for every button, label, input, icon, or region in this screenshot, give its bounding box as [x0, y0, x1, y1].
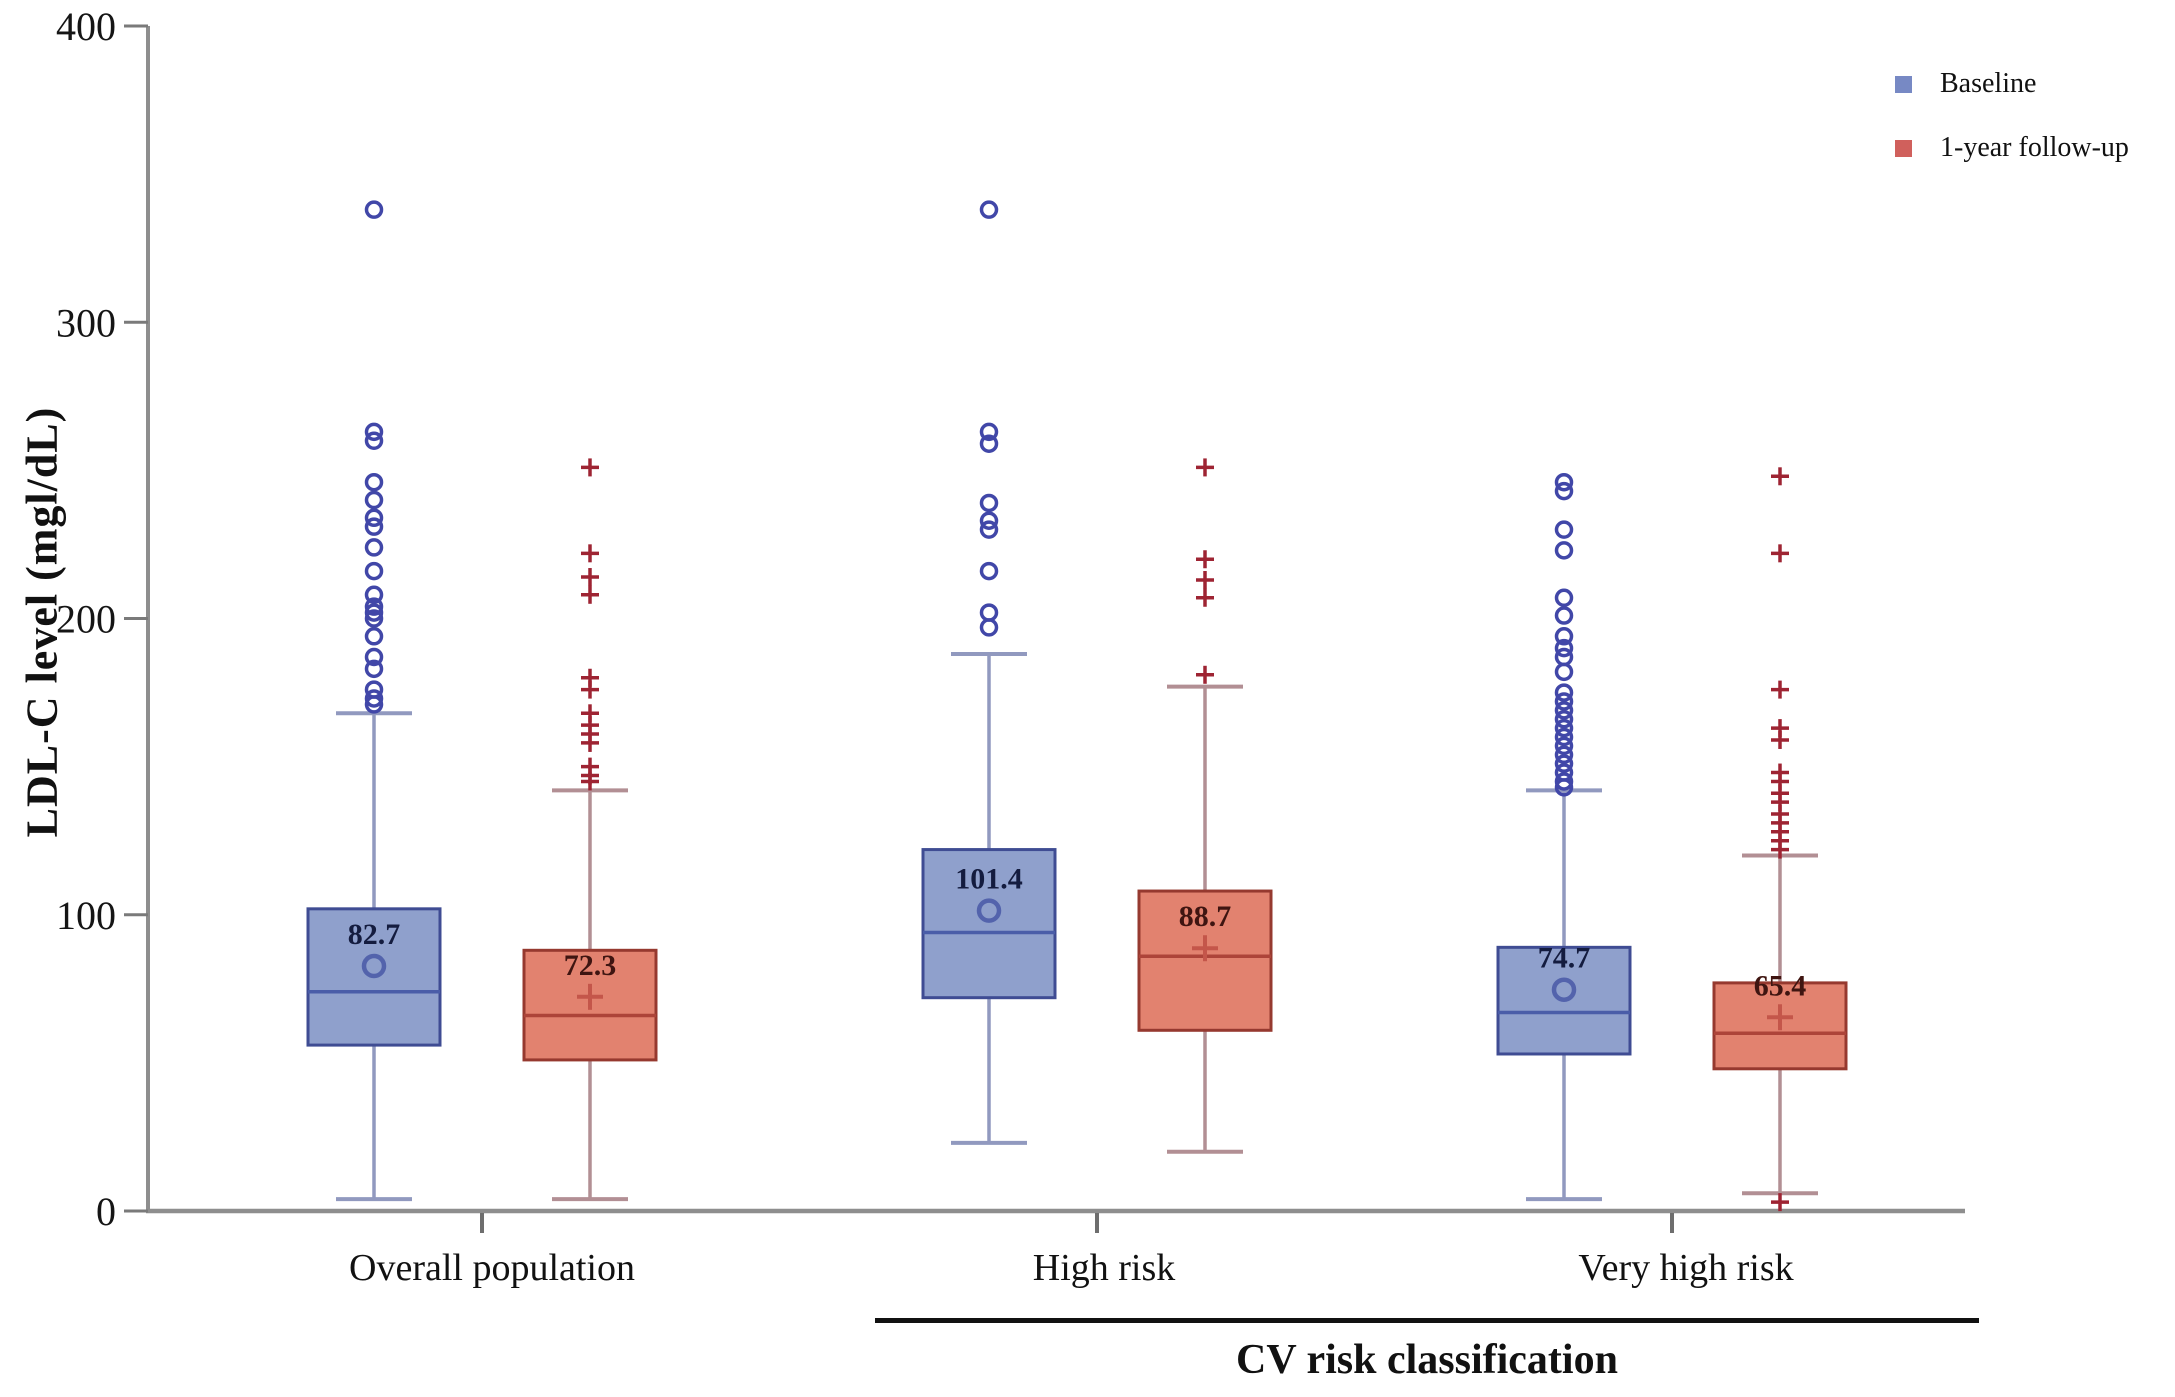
mean-marker-circle-icon — [976, 898, 1002, 923]
outlier-circle-icon — [979, 493, 999, 513]
category-label-high-risk: High risk — [1032, 1247, 1176, 1289]
category-label-overall-population: Overall population — [349, 1247, 635, 1289]
outlier-circle-icon — [979, 434, 999, 453]
outlier-circle-icon — [979, 422, 999, 442]
mean-value-label: 82.7 — [348, 918, 401, 951]
box-1-year-follow-up-very-high-risk: 65.4 — [1712, 467, 1848, 1212]
outlier-circle-icon — [1554, 709, 1574, 729]
y-tick-label-100: 100 — [56, 893, 116, 938]
legend-item-baseline: Baseline — [1895, 68, 2129, 100]
outliers-baseline-very-high-risk — [1554, 472, 1574, 797]
mean-marker-circle-icon — [1551, 977, 1577, 1002]
outlier-circle-icon — [364, 647, 384, 667]
y-tick-label-0: 0 — [96, 1189, 116, 1234]
outlier-circle-icon — [1554, 718, 1574, 738]
outlier-circle-icon — [1554, 481, 1574, 501]
outlier-circle-icon — [1554, 727, 1574, 747]
outlier-circle-icon — [364, 472, 384, 492]
outlier-circle-icon — [364, 627, 384, 646]
y-axis-title: LDL-C level (mgl/dL) — [17, 406, 67, 838]
outlier-circle-icon — [1554, 638, 1574, 658]
category-label-very-high-risk: Very high risk — [1578, 1247, 1794, 1289]
outlier-circle-icon — [1554, 627, 1574, 646]
outliers-1-year-follow-up-very-high-risk — [1771, 467, 1789, 1212]
axes: 0 100 200 300 400 — [56, 4, 1965, 1234]
outlier-circle-icon — [364, 659, 384, 679]
mean-value-label: 65.4 — [1754, 969, 1807, 1002]
y-tick-label-300: 300 — [56, 300, 116, 345]
cv-risk-underline — [875, 1318, 1979, 1323]
box-1-year-follow-up-high-risk: 88.7 — [1137, 458, 1273, 1154]
outlier-circle-icon — [1554, 772, 1574, 791]
outlier-circle-icon — [364, 603, 384, 622]
legend-label-baseline: Baseline — [1940, 68, 2037, 99]
outlier-circle-icon — [364, 422, 384, 442]
outlier-circle-icon — [979, 511, 999, 530]
outlier-circle-icon — [1554, 606, 1574, 625]
outlier-circle-icon — [364, 597, 384, 616]
outlier-circle-icon — [364, 517, 384, 536]
outlier-circle-icon — [364, 200, 384, 219]
outlier-circle-icon — [1554, 472, 1574, 492]
outlier-circle-icon — [364, 490, 384, 510]
legend: Baseline 1-year follow-up — [1895, 68, 2129, 164]
outlier-circle-icon — [979, 200, 999, 219]
outlier-circle-icon — [979, 618, 999, 637]
mean-marker-circle-icon — [361, 953, 387, 979]
outlier-circle-icon — [1554, 588, 1574, 608]
iqr-box — [921, 848, 1057, 1000]
outliers-baseline-high-risk — [979, 200, 999, 637]
box-baseline-overall-population: 82.7 — [306, 200, 442, 1202]
outlier-circle-icon — [364, 695, 384, 714]
y-tick-label-200: 200 — [56, 597, 116, 642]
outlier-circle-icon — [364, 538, 384, 557]
outlier-circle-icon — [364, 508, 384, 528]
mean-value-label: 101.4 — [955, 863, 1023, 896]
outliers-1-year-follow-up-high-risk — [1196, 458, 1214, 684]
outlier-circle-icon — [1554, 692, 1574, 711]
mean-value-label: 72.3 — [564, 949, 617, 982]
outlier-circle-icon — [1554, 662, 1574, 682]
outlier-circle-icon — [364, 561, 384, 581]
outlier-circle-icon — [364, 431, 384, 450]
mean-value-label: 88.7 — [1179, 900, 1232, 933]
outlier-circle-icon — [1554, 778, 1574, 797]
outlier-circle-icon — [1554, 736, 1574, 756]
legend-label-follow-up: 1-year follow-up — [1940, 132, 2129, 163]
outlier-circle-icon — [364, 609, 384, 628]
outliers-baseline-overall-population — [364, 200, 384, 714]
iqr-box — [1496, 945, 1632, 1056]
outlier-circle-icon — [979, 603, 999, 622]
box-1-year-follow-up-overall-population: 72.3 — [522, 458, 658, 1202]
outlier-circle-icon — [1554, 745, 1574, 765]
outlier-circle-icon — [1554, 701, 1574, 720]
box-baseline-very-high-risk: 74.7 — [1496, 472, 1632, 1202]
outlier-circle-icon — [979, 561, 999, 581]
outlier-circle-icon — [1554, 754, 1574, 773]
outlier-circle-icon — [1554, 541, 1574, 560]
box-baseline-high-risk: 101.4 — [921, 200, 1057, 1145]
legend-item-follow-up: 1-year follow-up — [1895, 132, 2129, 164]
outlier-circle-icon — [364, 689, 384, 708]
outliers-1-year-follow-up-overall-population — [581, 458, 599, 791]
legend-swatch-follow-up-icon — [1895, 139, 1912, 157]
outlier-circle-icon — [1554, 683, 1574, 702]
outlier-circle-icon — [1554, 520, 1574, 539]
y-tick-label-400: 400 — [56, 4, 116, 49]
outlier-circle-icon — [979, 520, 999, 539]
mean-value-label: 74.7 — [1538, 942, 1591, 975]
legend-swatch-baseline-icon — [1895, 75, 1912, 93]
outlier-circle-icon — [364, 585, 384, 605]
x-axis-title: CV risk classification — [1236, 1337, 1618, 1383]
